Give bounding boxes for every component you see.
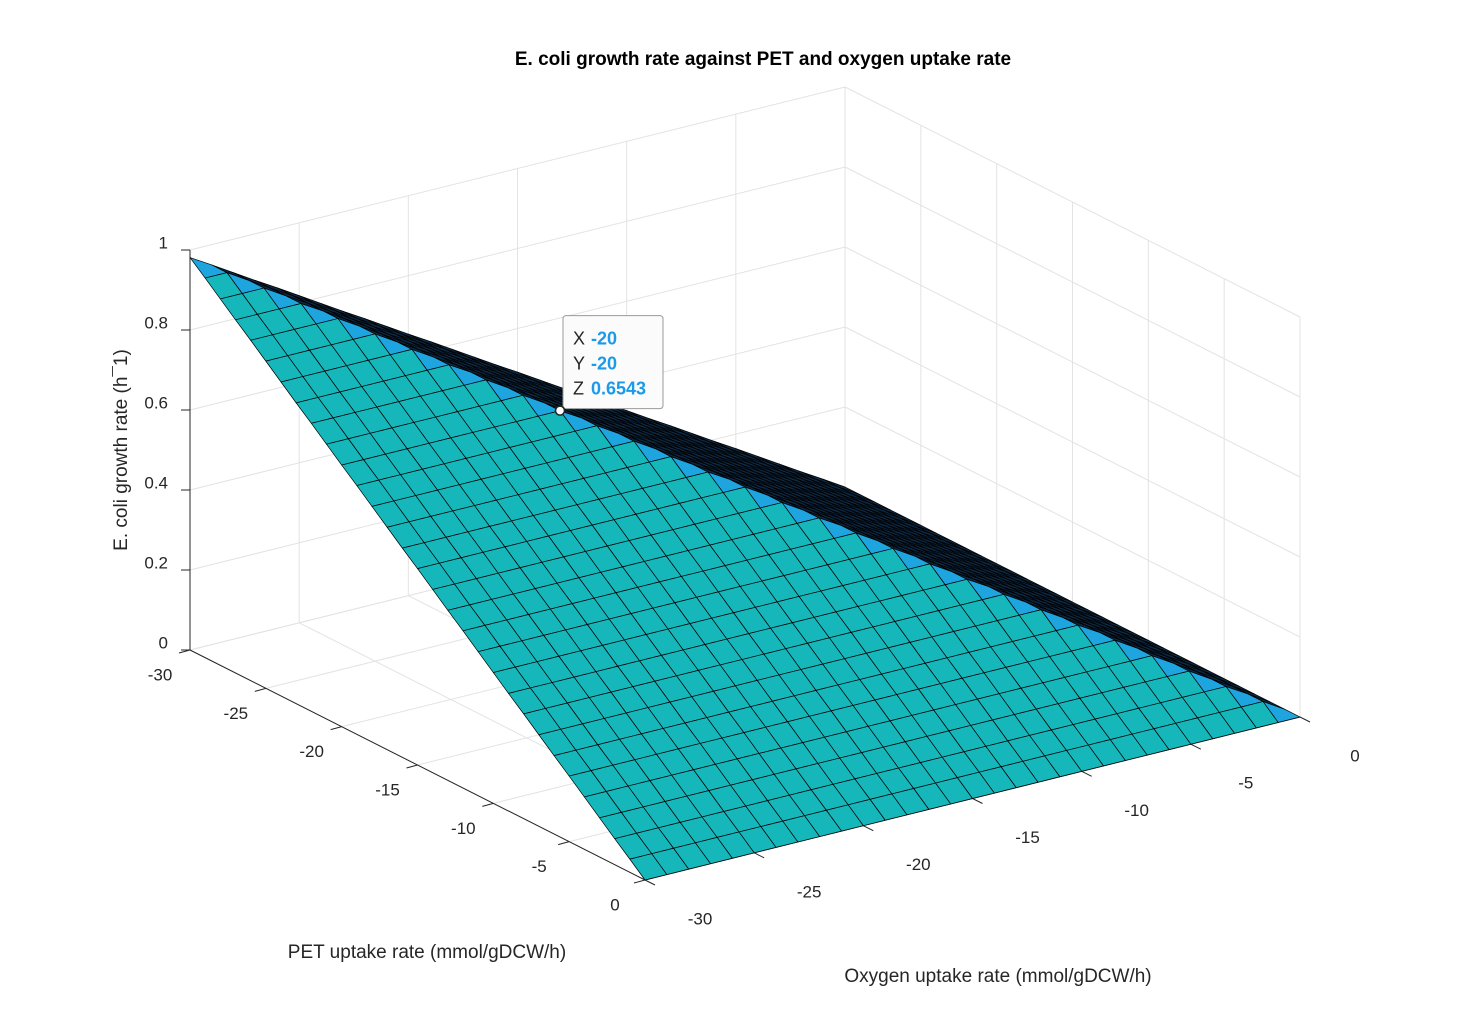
grid-line	[189, 86, 846, 251]
x-tick	[1299, 716, 1311, 723]
y-axis-label: PET uptake rate (mmol/gDCW/h)	[288, 942, 566, 963]
grid-line	[844, 406, 1301, 638]
grid-line	[844, 326, 1301, 558]
y-tick-label: -10	[451, 819, 476, 838]
x-tick-label: -10	[1124, 801, 1149, 820]
z-tick-label: 0.8	[144, 313, 168, 332]
datatip: X -20 Y -20 Z 0.6543	[554, 315, 664, 416]
grid-line	[844, 86, 1301, 318]
y-tick	[633, 879, 646, 884]
x-tick-label: 0	[1350, 746, 1359, 765]
x-tick	[1081, 770, 1092, 777]
datatip-value: -20	[591, 353, 617, 373]
x-tick	[863, 825, 874, 832]
y-tick	[178, 649, 191, 654]
x-tick-label: -5	[1238, 774, 1253, 793]
grid-line	[844, 166, 1301, 398]
datatip-name: Z	[573, 378, 584, 398]
x-tick	[644, 879, 656, 886]
z-tick-label: 1	[159, 233, 168, 252]
x-tick-label: -20	[906, 855, 931, 874]
z-tick-label: 0.4	[144, 473, 168, 492]
y-tick	[254, 687, 266, 692]
y-tick	[558, 841, 570, 846]
datatip-box	[562, 315, 664, 410]
y-tick-label: -25	[224, 704, 249, 723]
x-tick	[1190, 743, 1202, 750]
datatip-value: 0.6543	[591, 378, 646, 398]
y-tick-label: -15	[375, 780, 400, 799]
z-tick-label: 0.2	[144, 553, 168, 572]
y-tick-label: -30	[148, 665, 173, 684]
x-tick-label: -15	[1015, 828, 1040, 847]
x-tick-label: -25	[797, 882, 822, 901]
y-tick-label: -5	[532, 857, 547, 876]
z-tick-label: 0.6	[144, 393, 168, 412]
datatip-value: -20	[591, 328, 617, 348]
y-tick	[482, 802, 494, 807]
x-tick	[753, 852, 765, 859]
chart-title: E. coli growth rate against PET and oxyg…	[515, 49, 1011, 70]
x-axis-label: Oxygen uptake rate (mmol/gDCW/h)	[844, 966, 1151, 987]
y-tick-label: 0	[610, 895, 619, 914]
datatip-marker	[554, 405, 566, 416]
x-tick-label: -30	[688, 909, 713, 928]
z-tick-label: 0	[159, 633, 168, 652]
x-tick	[972, 798, 983, 804]
grid-line	[844, 246, 1301, 478]
y-tick	[330, 726, 342, 731]
datatip-name: Y	[573, 353, 585, 373]
surface-face	[629, 853, 668, 881]
datatip-name: X	[573, 328, 585, 348]
z-axis-label: E. coli growth rate (h¯1)	[111, 349, 132, 551]
y-tick-label: -20	[299, 742, 324, 761]
y-tick	[406, 764, 418, 769]
